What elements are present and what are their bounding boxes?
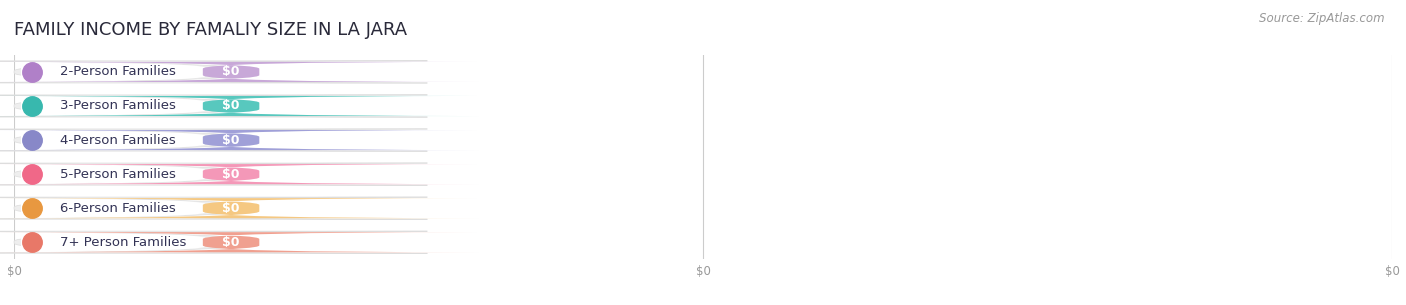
FancyBboxPatch shape: [0, 232, 478, 252]
Text: $0: $0: [222, 134, 240, 146]
FancyBboxPatch shape: [0, 62, 478, 82]
Text: 3-Person Families: 3-Person Families: [59, 99, 176, 113]
Text: $0: $0: [222, 66, 240, 78]
Text: $0: $0: [222, 168, 240, 181]
FancyBboxPatch shape: [0, 164, 478, 184]
Text: 5-Person Families: 5-Person Families: [59, 168, 176, 181]
FancyBboxPatch shape: [0, 198, 269, 218]
FancyBboxPatch shape: [0, 164, 269, 184]
Text: 2-Person Families: 2-Person Families: [59, 66, 176, 78]
FancyBboxPatch shape: [0, 198, 478, 218]
Text: $0: $0: [222, 99, 240, 113]
FancyBboxPatch shape: [0, 129, 427, 151]
FancyBboxPatch shape: [0, 96, 478, 116]
FancyBboxPatch shape: [0, 95, 427, 117]
FancyBboxPatch shape: [0, 232, 269, 252]
Text: 6-Person Families: 6-Person Families: [59, 202, 176, 215]
FancyBboxPatch shape: [0, 130, 478, 150]
FancyBboxPatch shape: [0, 62, 269, 82]
FancyBboxPatch shape: [0, 61, 427, 83]
Text: FAMILY INCOME BY FAMALIY SIZE IN LA JARA: FAMILY INCOME BY FAMALIY SIZE IN LA JARA: [14, 20, 408, 38]
FancyBboxPatch shape: [0, 197, 427, 219]
Text: $0: $0: [222, 236, 240, 249]
FancyBboxPatch shape: [0, 231, 427, 253]
FancyBboxPatch shape: [0, 130, 269, 150]
FancyBboxPatch shape: [0, 96, 269, 116]
Text: 4-Person Families: 4-Person Families: [59, 134, 176, 146]
Text: 7+ Person Families: 7+ Person Families: [59, 236, 186, 249]
FancyBboxPatch shape: [0, 163, 427, 185]
Text: $0: $0: [222, 202, 240, 215]
Text: Source: ZipAtlas.com: Source: ZipAtlas.com: [1260, 12, 1385, 25]
